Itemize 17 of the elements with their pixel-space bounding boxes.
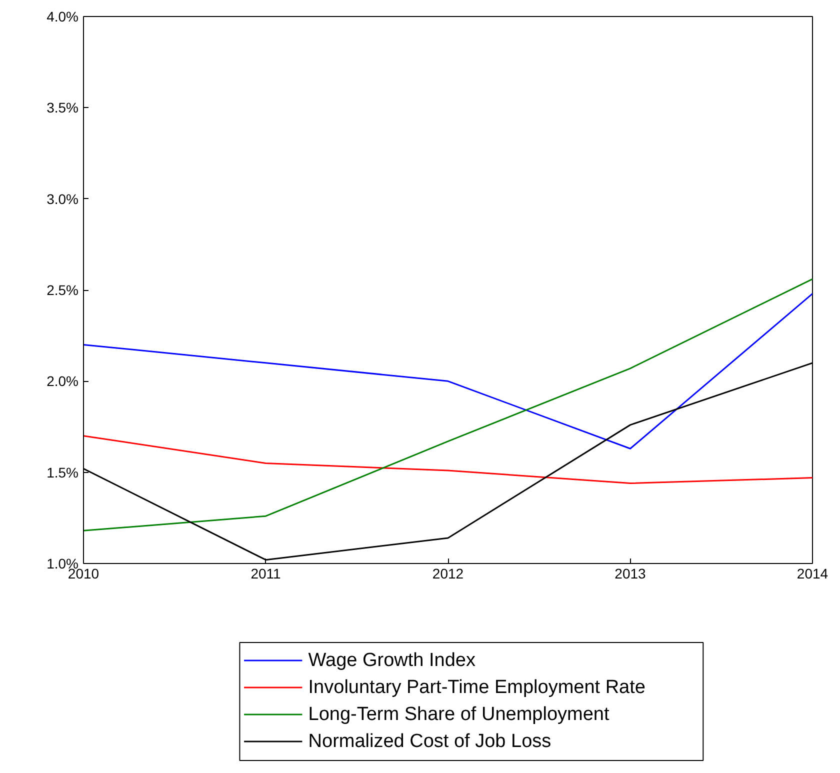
y-tick-label: 2.0% — [46, 373, 79, 390]
y-tick-label: 3.5% — [46, 100, 79, 116]
y-tick-label: 1.5% — [46, 464, 79, 480]
legend-label: Normalized Cost of Job Loss — [308, 731, 552, 752]
x-tick-label: 2013 — [614, 566, 646, 582]
legend-label: Wage Growth Index — [308, 650, 476, 671]
legend-label: Long-Term Share of Unemployment — [308, 704, 610, 725]
line-series — [84, 278, 812, 532]
y-tick-label: 3.0% — [46, 190, 79, 207]
line-series — [84, 292, 812, 450]
x-tick-label: 2012 — [432, 566, 464, 582]
x-tick-label: 2011 — [250, 566, 282, 582]
y-tick-label: 4.0% — [46, 8, 79, 24]
line-series — [84, 435, 812, 484]
x-tick-label: 2014 — [796, 566, 828, 582]
legend-label: Involuntary Part-Time Employment Rate — [308, 677, 646, 698]
y-tick-label: 2.5% — [46, 282, 79, 298]
